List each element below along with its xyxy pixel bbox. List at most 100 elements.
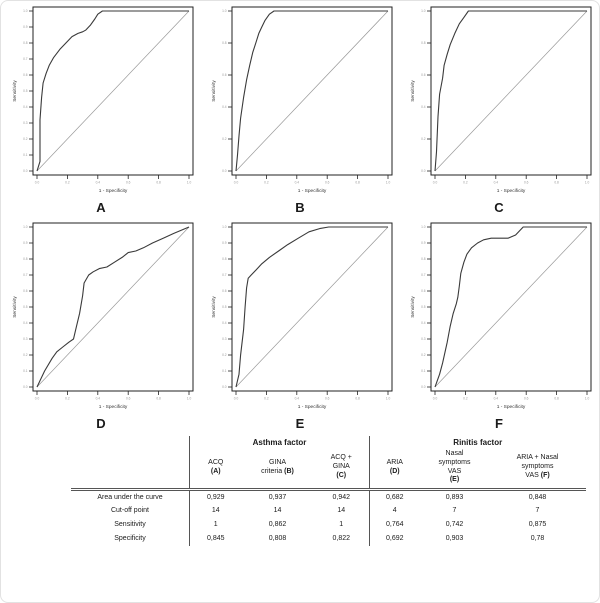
svg-text:0.4: 0.4 (295, 397, 300, 401)
svg-text:Sensitivity: Sensitivity (410, 80, 416, 102)
roc-figure: 0.0 0.1 0.2 0.3 0.4 0.5 0.6 0.7 0.8 0.9 1.0 0.0 0.2 0… (1, 1, 599, 435)
panel-a: 0.0 0.1 0.2 0.3 0.4 0.5 0.6 0.7 0.8 0.9 1.0 0.0 0.2 0… (3, 3, 199, 219)
svg-text:1.0: 1.0 (23, 9, 28, 13)
svg-text:0.6: 0.6 (524, 397, 529, 401)
svg-text:Sensitivity: Sensitivity (410, 296, 416, 318)
svg-text:1.0: 1.0 (386, 397, 391, 401)
panel-letter-c: C (494, 200, 504, 215)
value-cell: 0,764 (369, 518, 420, 533)
table-row: Sensitivity 1 0,862 1 0,764 0,742 0,875 (71, 518, 586, 533)
svg-text:0.4: 0.4 (222, 321, 227, 325)
svg-text:0.0: 0.0 (433, 397, 438, 401)
svg-text:0.4: 0.4 (494, 397, 499, 401)
svg-text:0.8: 0.8 (156, 397, 161, 401)
column-header: Nasal symptoms VAS (E) (419, 449, 490, 491)
value-cell: 0,845 (189, 532, 242, 546)
roc-chart-b: 0.0 0.2 0.4 0.6 0.8 1.0 0.0 0.2 0.4 0.6 0.8 1.0 Sens… (211, 6, 393, 194)
svg-text:0.2: 0.2 (65, 397, 70, 401)
value-cell: 0,903 (445, 534, 464, 542)
roc-chart-d: 0.0 0.1 0.2 0.3 0.4 0.5 0.6 0.7 0.8 0.9 1.0 0.0 0.2 0… (12, 222, 194, 410)
svg-text:0.0: 0.0 (421, 385, 426, 389)
value-cell: 14 (273, 507, 282, 515)
svg-text:0.0: 0.0 (35, 397, 40, 401)
value-cell: 0,848 (528, 493, 547, 501)
value-cell: 0,692 (369, 532, 420, 546)
svg-text:0.0: 0.0 (23, 169, 28, 173)
svg-text:0.5: 0.5 (23, 89, 28, 93)
table-row: Specificity 0,845 0,808 0,822 0,692 0,903 0,78 (71, 532, 586, 546)
svg-text:1 - Specificity: 1 - Specificity (298, 404, 327, 410)
panel-d: 0.0 0.1 0.2 0.3 0.4 0.5 0.6 0.7 0.8 0.9 1.0 0.0 0.2 0… (3, 219, 199, 435)
svg-text:1 - Specificity: 1 - Specificity (99, 404, 128, 410)
svg-text:0.2: 0.2 (264, 181, 269, 185)
svg-text:1 - Specificity: 1 - Specificity (298, 188, 327, 194)
svg-text:0.1: 0.1 (23, 369, 28, 373)
svg-text:Sensitivity: Sensitivity (12, 80, 18, 102)
roc-chart-a: 0.0 0.1 0.2 0.3 0.4 0.5 0.6 0.7 0.8 0.9 1.0 0.0 0.2 0… (12, 6, 194, 194)
panel-letter-a: A (96, 200, 106, 215)
svg-text:1 - Specificity: 1 - Specificity (99, 188, 128, 194)
value-cell: 14 (189, 504, 242, 519)
plot-row-top: 0.0 0.1 0.2 0.3 0.4 0.5 0.6 0.7 0.8 0.9 1.0 0.0 0.2 0… (3, 3, 597, 219)
svg-text:1.0: 1.0 (187, 397, 192, 401)
svg-text:1.0: 1.0 (222, 225, 227, 229)
svg-text:0.4: 0.4 (295, 181, 300, 185)
plot-row-bottom: 0.0 0.1 0.2 0.3 0.4 0.5 0.6 0.7 0.8 0.9 1.0 0.0 0.2 0… (3, 219, 597, 435)
results-table-body: Area under the curve 0,929 0,937 0,942 0,682… (71, 489, 586, 546)
results-table-wrap: Asthma factor Rinitis factor ACQ (A) GINA c… (71, 436, 595, 546)
column-header-row: ACQ (A) GINA criteria (B) ACQ + GINA (C) ARIA (D… (71, 449, 586, 491)
svg-text:0.7: 0.7 (421, 273, 426, 277)
svg-text:1.0: 1.0 (23, 225, 28, 229)
svg-text:0.8: 0.8 (554, 397, 559, 401)
svg-text:0.4: 0.4 (421, 321, 426, 325)
svg-text:0.0: 0.0 (234, 397, 239, 401)
value-cell: 0,875 (528, 521, 547, 528)
value-cell: 0,929 (189, 489, 242, 505)
svg-text:0.0: 0.0 (421, 169, 426, 173)
value-cell: 0,937 (268, 493, 287, 501)
svg-text:0.2: 0.2 (23, 353, 28, 357)
svg-text:0.7: 0.7 (23, 57, 28, 61)
panel-letter-d: D (96, 416, 106, 431)
value-cell: 0,893 (445, 493, 464, 501)
svg-text:0.6: 0.6 (524, 181, 529, 185)
svg-text:0.8: 0.8 (421, 41, 426, 45)
svg-text:0.6: 0.6 (23, 73, 28, 77)
svg-text:0.2: 0.2 (23, 137, 28, 141)
svg-text:1.0: 1.0 (187, 181, 192, 185)
svg-text:0.8: 0.8 (421, 257, 426, 261)
panel-b: 0.0 0.2 0.4 0.6 0.8 1.0 0.0 0.2 0.4 0.6 0.8 1.0 Sens… (202, 3, 398, 219)
svg-text:0.1: 0.1 (421, 369, 426, 373)
svg-text:0.6: 0.6 (222, 73, 227, 77)
svg-text:0.6: 0.6 (126, 397, 131, 401)
svg-text:0.6: 0.6 (325, 397, 330, 401)
svg-text:0.0: 0.0 (222, 385, 227, 389)
svg-text:0.7: 0.7 (222, 273, 227, 277)
svg-text:0.0: 0.0 (222, 169, 227, 173)
column-header: ACQ + GINA (C) (313, 449, 370, 491)
panel-f: 0.0 0.1 0.2 0.3 0.4 0.5 0.6 0.7 0.8 0.9 1.0 0.0 0.2 0… (401, 219, 597, 435)
svg-text:0.2: 0.2 (463, 397, 468, 401)
column-header: GINA criteria (B) (241, 449, 314, 491)
svg-text:0.4: 0.4 (494, 181, 499, 185)
group-header-asthma: Asthma factor (189, 436, 370, 449)
panel-e: 0.0 0.1 0.2 0.3 0.4 0.5 0.6 0.7 0.8 0.9 1.0 0.0 0.2 0… (202, 219, 398, 435)
svg-text:0.2: 0.2 (264, 397, 269, 401)
svg-text:0.3: 0.3 (421, 337, 426, 341)
column-header: ARIA (D) (369, 449, 420, 491)
table-row: Area under the curve 0,929 0,937 0,942 0,682… (71, 489, 586, 505)
svg-text:1.0: 1.0 (421, 9, 426, 13)
panel-letter-f: F (495, 416, 503, 431)
value-cell: 0,78 (530, 534, 545, 542)
svg-text:0.6: 0.6 (126, 181, 131, 185)
svg-text:0.8: 0.8 (23, 257, 28, 261)
svg-text:0.4: 0.4 (96, 181, 101, 185)
svg-text:0.9: 0.9 (421, 241, 426, 245)
row-label: Sensitivity (114, 521, 146, 528)
results-table: Asthma factor Rinitis factor ACQ (A) GINA c… (71, 436, 586, 546)
roc-chart-e: 0.0 0.1 0.2 0.3 0.4 0.5 0.6 0.7 0.8 0.9 1.0 0.0 0.2 0… (211, 222, 393, 410)
svg-text:0.2: 0.2 (222, 353, 227, 357)
svg-text:0.5: 0.5 (421, 305, 426, 309)
svg-text:0.2: 0.2 (463, 181, 468, 185)
svg-text:0.3: 0.3 (23, 121, 28, 125)
